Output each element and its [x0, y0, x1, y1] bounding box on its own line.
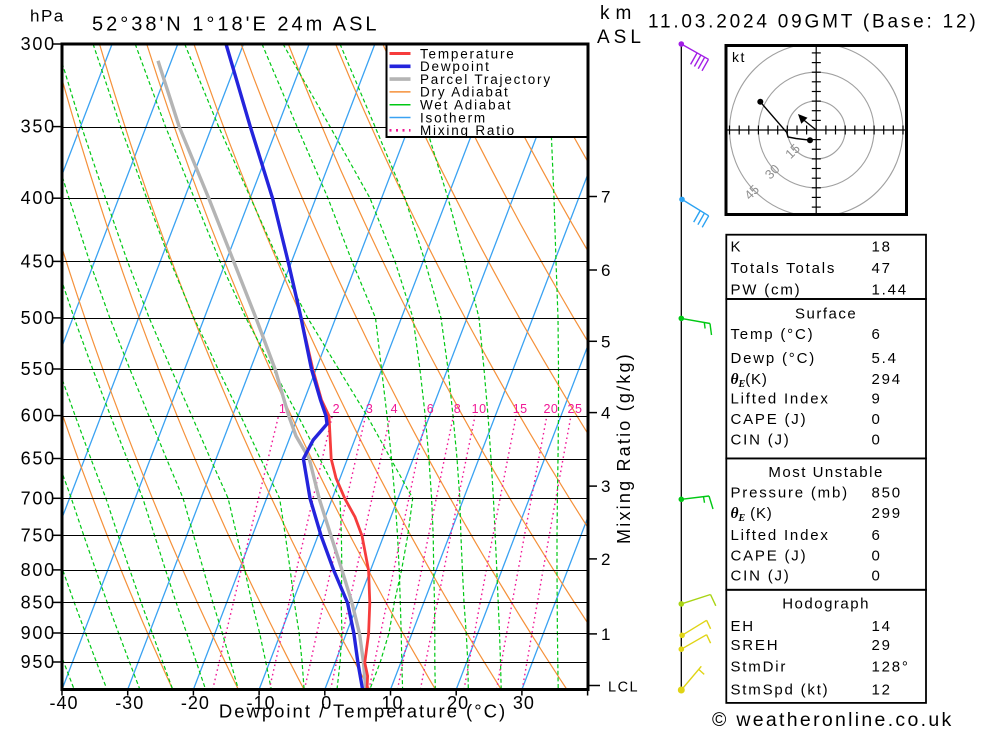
- svg-text:hPa: hPa: [30, 7, 65, 26]
- svg-text:20: 20: [543, 402, 558, 416]
- svg-text:47: 47: [872, 260, 892, 277]
- svg-text:29: 29: [872, 637, 892, 654]
- svg-text:0: 0: [872, 568, 882, 585]
- svg-text:300: 300: [21, 34, 56, 54]
- svg-text:CIN (J): CIN (J): [731, 568, 791, 585]
- svg-text:1.44: 1.44: [872, 281, 908, 298]
- svg-text:4: 4: [391, 402, 398, 416]
- svg-text:400: 400: [21, 188, 56, 208]
- svg-text:Most Unstable: Most Unstable: [768, 464, 883, 481]
- svg-text:550: 550: [21, 359, 56, 379]
- svg-text:6: 6: [872, 326, 882, 343]
- svg-text:52°38'N 1°18'E 24m ASL: 52°38'N 1°18'E 24m ASL: [92, 14, 380, 36]
- svg-text:kt: kt: [732, 49, 746, 65]
- svg-text:ASL: ASL: [597, 27, 645, 48]
- svg-text:2: 2: [601, 550, 610, 569]
- svg-text:θE (K): θE (K): [731, 505, 773, 524]
- svg-text:11.03.2024 09GMT (Base: 12): 11.03.2024 09GMT (Base: 12): [648, 12, 979, 33]
- svg-text:128°: 128°: [872, 658, 910, 675]
- svg-text:12: 12: [872, 682, 892, 699]
- svg-text:Dry Adiabat: Dry Adiabat: [420, 85, 510, 100]
- svg-text:Lifted Index: Lifted Index: [731, 391, 830, 408]
- svg-text:450: 450: [21, 251, 56, 271]
- svg-text:900: 900: [21, 623, 56, 643]
- svg-text:-40: -40: [49, 693, 78, 713]
- svg-text:650: 650: [21, 449, 56, 469]
- svg-text:750: 750: [21, 525, 56, 545]
- svg-text:Temp (°C): Temp (°C): [731, 326, 815, 343]
- svg-text:7: 7: [601, 188, 610, 207]
- svg-text:9: 9: [872, 391, 882, 408]
- svg-text:0: 0: [872, 411, 882, 428]
- svg-text:8: 8: [454, 402, 461, 416]
- svg-text:299: 299: [872, 505, 902, 522]
- svg-text:18: 18: [872, 239, 892, 256]
- svg-text:Totals Totals: Totals Totals: [731, 260, 837, 277]
- svg-text:850: 850: [872, 485, 902, 502]
- svg-text:PW (cm): PW (cm): [731, 281, 802, 298]
- svg-text:Dewp (°C): Dewp (°C): [731, 350, 817, 367]
- svg-text:1: 1: [279, 402, 286, 416]
- svg-text:Surface: Surface: [795, 306, 857, 323]
- svg-text:350: 350: [21, 117, 56, 137]
- svg-text:Parcel Trajectory: Parcel Trajectory: [420, 72, 552, 87]
- svg-text:Lifted Index: Lifted Index: [731, 527, 830, 544]
- svg-text:0: 0: [872, 548, 882, 565]
- svg-text:Dewpoint / Temperature (°C): Dewpoint / Temperature (°C): [219, 701, 507, 722]
- svg-text:25: 25: [568, 402, 583, 416]
- svg-text:Isotherm: Isotherm: [420, 110, 487, 125]
- svg-text:StmSpd (kt): StmSpd (kt): [731, 682, 830, 699]
- svg-text:5: 5: [601, 332, 610, 351]
- svg-text:600: 600: [21, 406, 56, 426]
- svg-text:1: 1: [601, 625, 610, 644]
- svg-text:0: 0: [321, 693, 332, 713]
- svg-text:850: 850: [21, 592, 56, 612]
- svg-text:CAPE (J): CAPE (J): [731, 411, 808, 428]
- svg-text:Hodograph: Hodograph: [782, 596, 870, 613]
- svg-text:2: 2: [333, 402, 340, 416]
- svg-text:6: 6: [872, 527, 882, 544]
- svg-text:6: 6: [601, 261, 610, 280]
- svg-text:0: 0: [872, 432, 882, 449]
- svg-text:10: 10: [472, 402, 487, 416]
- svg-text:Mixing Ratio: Mixing Ratio: [420, 123, 516, 138]
- svg-text:K: K: [731, 239, 743, 256]
- svg-text:Wet Adiabat: Wet Adiabat: [420, 98, 512, 113]
- svg-text:800: 800: [21, 560, 56, 580]
- svg-text:6: 6: [427, 402, 434, 416]
- svg-text:14: 14: [872, 618, 892, 635]
- svg-text:CIN (J): CIN (J): [731, 432, 791, 449]
- svg-text:Pressure (mb): Pressure (mb): [731, 485, 849, 502]
- svg-text:Mixing Ratio (g/kg): Mixing Ratio (g/kg): [614, 352, 634, 544]
- svg-text:-30: -30: [115, 693, 144, 713]
- svg-text:-20: -20: [181, 693, 210, 713]
- svg-text:700: 700: [21, 488, 56, 508]
- svg-text:3: 3: [601, 477, 610, 496]
- svg-text:20: 20: [447, 693, 469, 713]
- svg-text:θE(K): θE(K): [731, 371, 768, 390]
- svg-text:Dewpoint: Dewpoint: [420, 59, 491, 74]
- svg-text:EH: EH: [731, 618, 755, 635]
- svg-text:CAPE (J): CAPE (J): [731, 548, 808, 565]
- svg-text:StmDir: StmDir: [731, 658, 788, 675]
- svg-text:© weatheronline.co.uk: © weatheronline.co.uk: [712, 709, 954, 731]
- svg-text:Temperature: Temperature: [420, 46, 516, 61]
- svg-text:15: 15: [513, 402, 528, 416]
- svg-text:30: 30: [513, 693, 535, 713]
- svg-text:3: 3: [366, 402, 373, 416]
- svg-text:950: 950: [21, 652, 56, 672]
- svg-text:SREH: SREH: [731, 637, 780, 654]
- svg-text:LCL: LCL: [608, 680, 639, 696]
- svg-text:500: 500: [21, 308, 56, 328]
- svg-text:5.4: 5.4: [872, 350, 898, 367]
- svg-text:4: 4: [601, 404, 610, 423]
- svg-text:-10: -10: [247, 693, 276, 713]
- svg-text:10: 10: [381, 693, 403, 713]
- svg-text:km: km: [600, 3, 637, 24]
- svg-text:294: 294: [872, 371, 902, 388]
